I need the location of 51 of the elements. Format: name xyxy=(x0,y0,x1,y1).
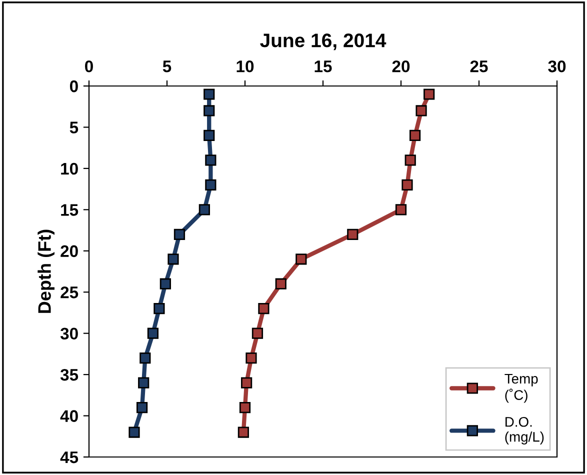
point xyxy=(275,278,286,290)
x-tick-label: 25 xyxy=(470,60,488,72)
y-tick-label: 45 xyxy=(60,452,78,464)
x-tick-label: 5 xyxy=(162,60,172,72)
x-tick-label: 15 xyxy=(314,60,332,72)
point xyxy=(198,204,210,216)
y-tick-label: 0 xyxy=(70,80,78,92)
point xyxy=(258,303,270,314)
point xyxy=(160,278,171,290)
y-tick-label: 20 xyxy=(60,245,78,258)
x-tick-label: 20 xyxy=(392,60,410,72)
point xyxy=(402,179,413,190)
point xyxy=(239,402,251,414)
point xyxy=(246,352,257,364)
point xyxy=(409,130,421,142)
legend-label: Temp (˚C) xyxy=(504,374,538,403)
point xyxy=(140,352,151,364)
point xyxy=(147,328,159,339)
point xyxy=(347,228,358,240)
point xyxy=(205,179,216,190)
legend-label: D.O. (mg/L) xyxy=(505,416,544,444)
x-tick-label: 10 xyxy=(236,60,254,72)
point xyxy=(404,154,416,166)
x-tick-label: 0 xyxy=(85,60,93,72)
y-tick-label: 15 xyxy=(61,204,78,216)
y-tick-label: 30 xyxy=(60,328,78,340)
point xyxy=(136,402,148,414)
y-tick-label: 40 xyxy=(60,410,78,422)
point xyxy=(174,228,186,240)
point xyxy=(204,88,215,100)
point xyxy=(128,426,140,438)
chart-title: June 16, 2014 xyxy=(260,34,386,50)
point xyxy=(395,204,407,216)
point xyxy=(204,105,215,116)
y-tick-label: 35 xyxy=(60,368,78,381)
point xyxy=(204,130,215,142)
y-axis-title: Depth (Ft) xyxy=(38,230,54,313)
point xyxy=(241,377,252,388)
point xyxy=(238,426,249,438)
y-tick-label: 25 xyxy=(60,286,78,298)
point xyxy=(138,377,150,388)
point xyxy=(205,154,216,166)
point xyxy=(424,88,435,100)
point xyxy=(296,254,307,265)
point xyxy=(168,254,179,265)
y-tick-label: 10 xyxy=(61,162,78,175)
point xyxy=(416,105,427,116)
point xyxy=(154,303,165,314)
point xyxy=(252,328,264,339)
y-tick-label: 5 xyxy=(70,122,78,134)
x-tick-label: 30 xyxy=(548,60,566,72)
